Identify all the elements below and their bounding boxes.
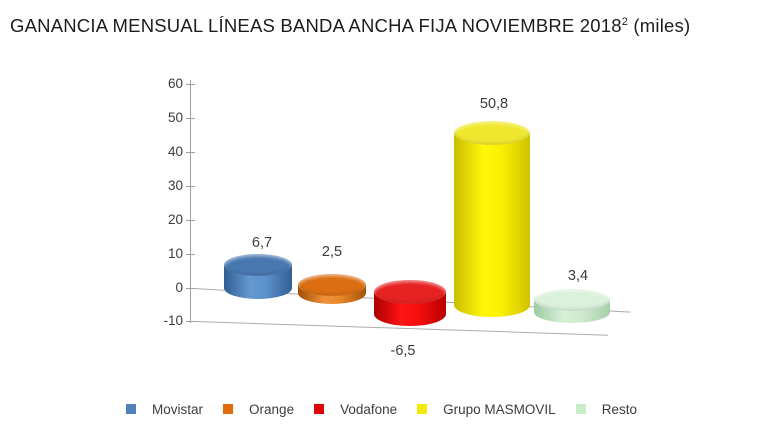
legend-swatch xyxy=(417,404,428,414)
legend-swatch xyxy=(223,404,234,414)
y-axis-tick xyxy=(186,118,195,120)
y-axis-tick xyxy=(186,84,195,86)
page-title: GANANCIA MENSUAL LÍNEAS BANDA ANCHA FIJA… xyxy=(10,15,760,37)
cylinder-top xyxy=(374,280,446,304)
bar-value-label: 6,7 xyxy=(251,234,273,251)
y-axis-tick xyxy=(186,321,195,323)
legend-label: Vodafone xyxy=(340,401,398,417)
cylinder-top xyxy=(298,273,366,296)
y-axis-tick xyxy=(186,287,195,289)
y-axis-tick-label: 50 xyxy=(167,110,183,126)
y-axis-tick-label: 0 xyxy=(175,279,183,295)
y-axis-line xyxy=(190,80,192,323)
y-axis-tick-label: 40 xyxy=(167,144,183,160)
bar-value-label: 50,8 xyxy=(479,95,509,112)
y-axis-tick xyxy=(186,185,195,188)
legend-label: Movistar xyxy=(152,401,204,417)
cylinder-top xyxy=(534,289,610,312)
legend-item-orange: Orange xyxy=(223,402,294,417)
bar-value-label: 3,4 xyxy=(567,267,589,284)
y-axis-tick xyxy=(186,219,195,221)
y-axis-tick-label: 10 xyxy=(167,245,183,261)
y-axis-tick xyxy=(186,253,195,255)
legend-item-movistar: Movistar xyxy=(126,402,203,417)
legend-label: Resto xyxy=(601,401,637,417)
cylinder-body xyxy=(454,133,530,317)
bar-value-label: -6,5 xyxy=(390,342,416,359)
y-axis-tick-label: -10 xyxy=(163,313,183,329)
y-axis-tick-label: 20 xyxy=(167,211,183,227)
legend-swatch xyxy=(575,404,586,414)
legend-label: Orange xyxy=(249,401,295,417)
legend-item-grupo-masmovil: Grupo MASMOVIL xyxy=(417,402,556,417)
legend-swatch xyxy=(126,404,137,414)
bar-value-label: 2,5 xyxy=(321,244,343,261)
chart-title-suffix: (miles) xyxy=(628,15,691,36)
legend-swatch xyxy=(314,404,325,414)
chart-title-text: GANANCIA MENSUAL LÍNEAS BANDA ANCHA FIJA… xyxy=(10,15,622,36)
cylinder-top xyxy=(454,121,530,146)
legend: Movistar Orange Vodafone Grupo MASMOVIL Rest… xyxy=(0,398,763,420)
y-axis-tick-label: 30 xyxy=(167,177,183,193)
chart-title-superscript: 2 xyxy=(621,15,629,28)
legend-item-resto: Resto xyxy=(575,401,637,417)
legend-item-vodafone: Vodafone xyxy=(314,402,397,417)
y-axis-tick xyxy=(186,152,195,154)
cylinder-top xyxy=(224,254,292,277)
y-axis-tick-label: 60 xyxy=(167,76,183,92)
legend-label: Grupo MASMOVIL xyxy=(443,401,556,417)
